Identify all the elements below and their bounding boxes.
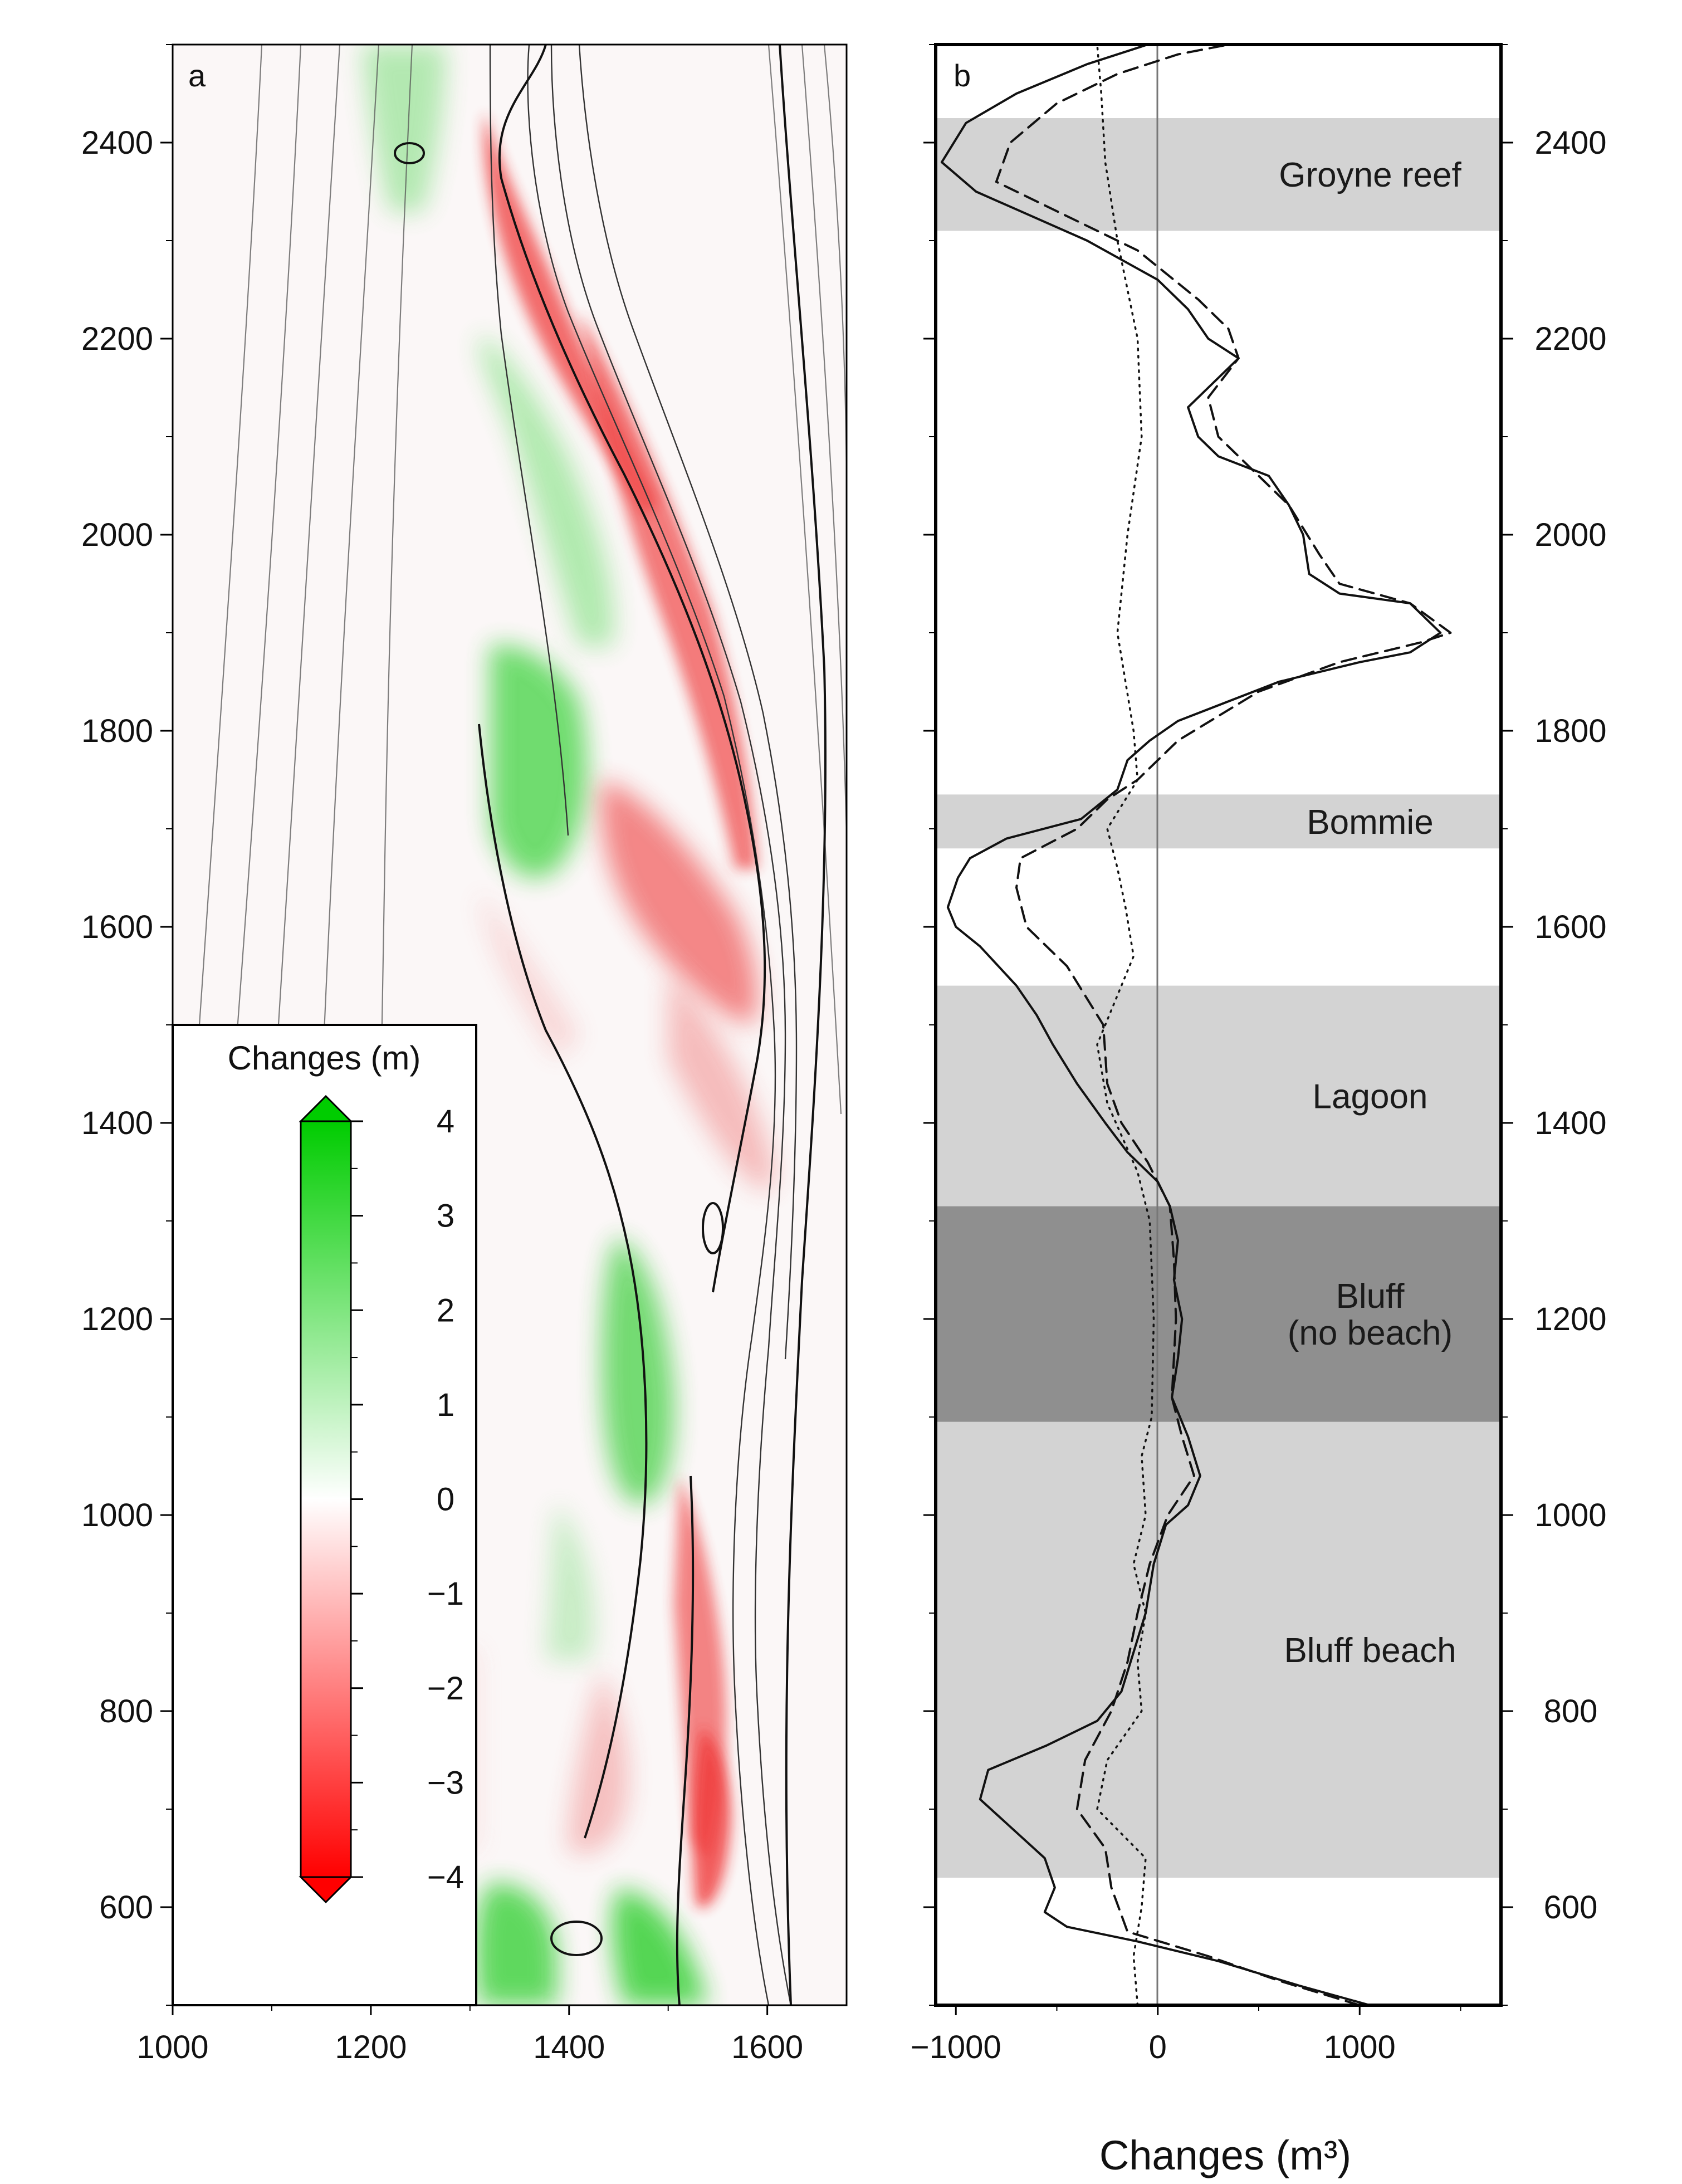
y-tick-label-b: 600 (1544, 1889, 1598, 1926)
x-tick-label-a: 1400 (533, 2029, 605, 2065)
series-line-solid (940, 45, 1442, 2005)
y-tick-label-b: 1400 (1534, 1105, 1606, 1141)
colorbar-min-arrow (299, 1876, 353, 1904)
zone-label: Bluff beach (1284, 1631, 1456, 1670)
shore-contours (489, 45, 798, 2005)
y-tick-label-a: 2000 (81, 517, 153, 553)
y-tick-label-b: 2200 (1534, 321, 1606, 357)
colorbar-tick-label: 4 (437, 1103, 454, 1140)
panel-b-letter: b (954, 58, 971, 93)
zone-label: Bommie (1307, 803, 1433, 842)
zone-band (936, 1421, 1501, 1878)
y-tick-label-a: 2200 (81, 321, 153, 357)
zone-band (936, 985, 1501, 1206)
y-tick-label-a: 1000 (81, 1497, 153, 1533)
zone-bands: Groyne reef Bommie Lagoon Bluff(no beach) Bl… (936, 118, 1501, 1878)
zone-label: (no beach) (1288, 1314, 1453, 1352)
panel-b: Groyne reef Bommie Lagoon Bluff(no beach) Bl… (911, 43, 1607, 2178)
zone-band (936, 1206, 1501, 1422)
colorbar-tick-label: 0 (437, 1482, 454, 1518)
panel-a-letter: a (188, 58, 206, 93)
panel-a-ticks: 1000 1200 1400 1600 600 800 1000 1200 1400 1600 18… (81, 44, 803, 2065)
colorbar-tick-label: −3 (427, 1765, 464, 1801)
y-tick-label-b: 1000 (1534, 1497, 1606, 1533)
x-tick-label-b: 1000 (1324, 2029, 1396, 2065)
colorbar-title: Changes (m) (228, 1039, 421, 1077)
bold-contours (394, 45, 827, 2005)
y-tick-label-a: 1800 (81, 713, 153, 749)
colorbar: Changes (m) 4 3 2 1 0 −1 −2 −3 −4 (172, 1024, 477, 2006)
x-tick-label-a: 1000 (136, 2029, 208, 2065)
colorbar-tick-label: −2 (427, 1670, 464, 1707)
x-tick-label-a: 1600 (731, 2029, 803, 2065)
colorbar-tick-label: 3 (437, 1198, 454, 1234)
panel-a: 1000 1200 1400 1600 600 800 1000 1200 1400 1600 18… (81, 43, 848, 2065)
colorbar-tick-label: 1 (437, 1387, 454, 1423)
y-tick-label-a: 600 (99, 1889, 153, 1926)
panel-b-ticks: −1000 0 1000 600 800 1000 1200 1400 1600 1800 2000… (911, 44, 1607, 2065)
colorbar-ticks: 4 3 2 1 0 −1 −2 −3 −4 (351, 1103, 464, 1895)
colorbar-gradient (300, 1120, 352, 1878)
zone-label: Groyne reef (1279, 156, 1461, 194)
y-tick-label-b: 1600 (1534, 909, 1606, 945)
x-tick-label-b: 0 (1149, 2029, 1167, 2065)
x-tick-label-a: 1200 (335, 2029, 407, 2065)
series-line-dotted (1096, 45, 1155, 2005)
colorbar-tick-label: 2 (437, 1292, 454, 1328)
y-tick-label-a: 1600 (81, 909, 153, 945)
x-axis-title-b: Changes (m³) (1099, 2132, 1351, 2178)
y-tick-label-a: 1200 (81, 1301, 153, 1337)
y-tick-label-a: 2400 (81, 125, 153, 161)
zone-label: Lagoon (1313, 1078, 1428, 1116)
colorbar-max-arrow (299, 1095, 353, 1122)
zone-band (936, 118, 1501, 231)
series-lines (940, 45, 1452, 2005)
colorbar-tick-label: −4 (427, 1859, 464, 1895)
y-tick-label-a: 1400 (81, 1105, 153, 1141)
y-tick-label-b: 2000 (1534, 517, 1606, 553)
zone-band (936, 794, 1501, 849)
y-tick-label-b: 1800 (1534, 713, 1606, 749)
series-line-dashed (995, 45, 1452, 2005)
zone-label: Bluff (1336, 1277, 1405, 1316)
y-tick-label-b: 800 (1544, 1693, 1598, 1729)
x-tick-label-b: −1000 (911, 2029, 1001, 2065)
y-tick-label-a: 800 (99, 1693, 153, 1729)
y-tick-label-b: 2400 (1534, 125, 1606, 161)
colorbar-tick-label: −1 (427, 1576, 464, 1612)
y-tick-label-b: 1200 (1534, 1301, 1606, 1337)
